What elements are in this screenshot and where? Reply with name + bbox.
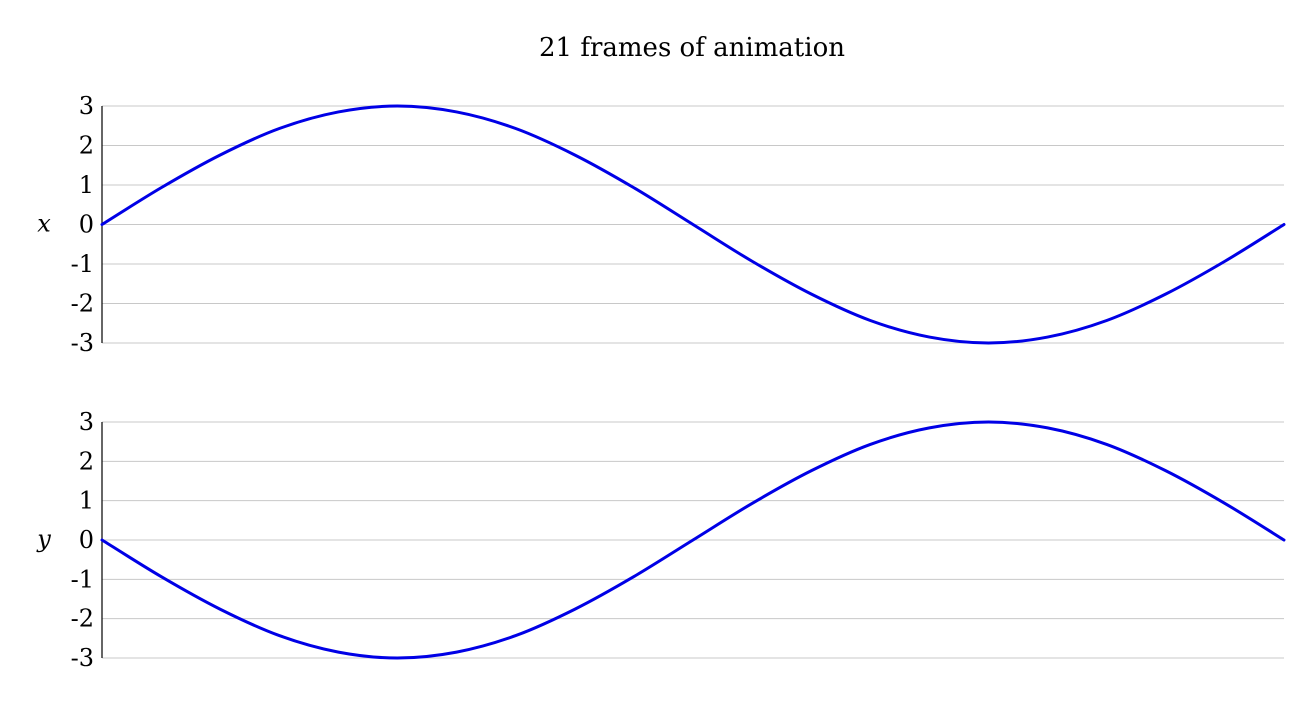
y-tick-label-x-1: -2	[71, 290, 94, 318]
y-tick-label-y-4: 1	[79, 487, 94, 515]
y-tick-label-y-1: -2	[71, 605, 94, 633]
y-tick-label-x-2: -1	[71, 250, 94, 278]
y-tick-label-y-2: -1	[71, 565, 94, 593]
y-tick-label-y-6: 3	[79, 408, 94, 436]
y-tick-label-x-6: 3	[79, 92, 94, 120]
y-tick-label-y-5: 2	[79, 447, 94, 475]
series-line-x-0	[100, 104, 1286, 345]
plot-x-panel: -3 -2 -1 0 1 2 3 x	[37, 92, 1286, 357]
y-tick-label-x-5: 2	[79, 132, 94, 160]
y-tick-label-y-0: -3	[71, 644, 94, 672]
y-axis-label-x: x	[37, 210, 51, 238]
series-line-y-0	[100, 420, 1286, 660]
plot-y-panel: -3 -2 -1 0 1 2 3 y	[36, 408, 1286, 672]
y-tick-label-x-0: -3	[71, 329, 94, 357]
figure-title: 21 frames of animation	[539, 33, 845, 63]
y-tick-label-x-3: 0	[79, 211, 94, 239]
y-tick-label-x-4: 1	[79, 171, 94, 199]
y-tick-label-y-3: 0	[79, 526, 94, 554]
y-axis-label-y: y	[36, 525, 51, 553]
